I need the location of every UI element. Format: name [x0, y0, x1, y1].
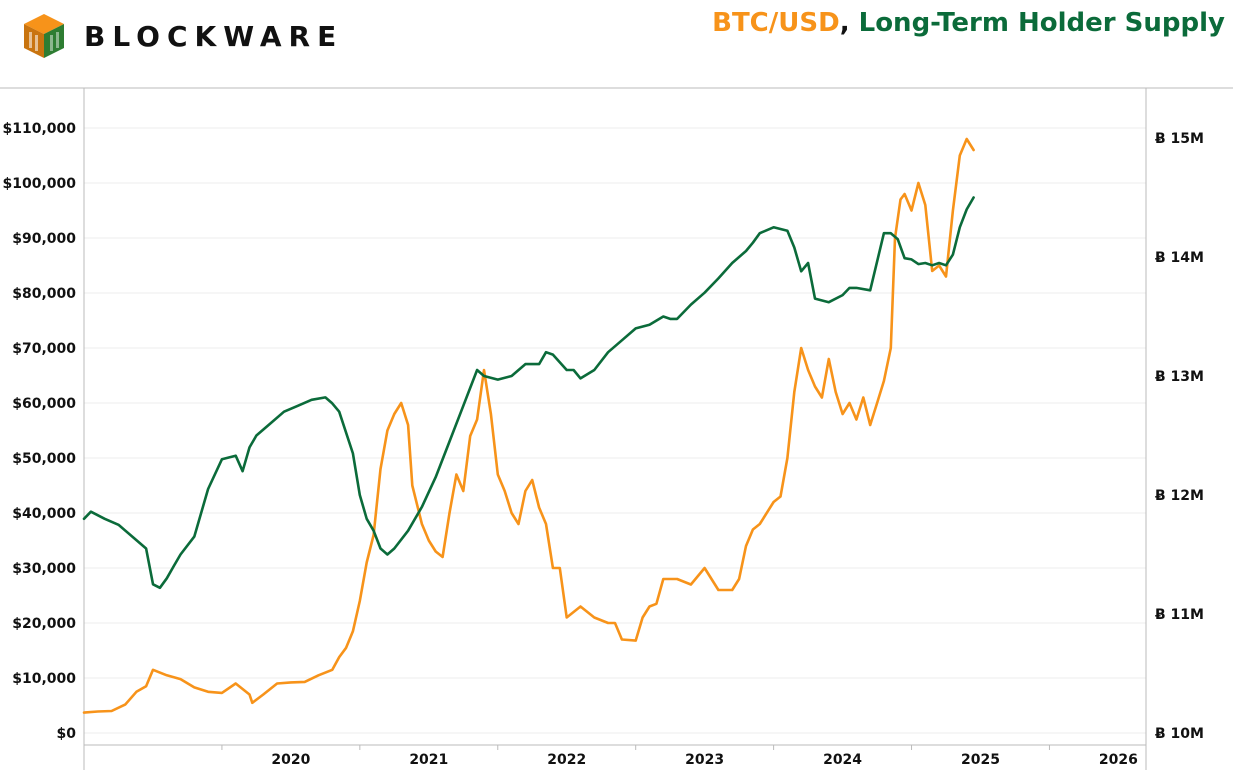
- x-tick-label: 2024: [823, 752, 862, 768]
- y-right-tick-label: Ƀ 12M: [1155, 488, 1204, 504]
- y-left-tick-label: $110,000: [2, 121, 76, 137]
- grid-lines: [84, 127, 1146, 734]
- y-left-tick-label: $10,000: [12, 671, 76, 687]
- x-tick-label: 2026: [1099, 752, 1138, 768]
- y-right-tick-label: Ƀ 13M: [1155, 369, 1204, 385]
- y-axis-left-ticks: $0 $10,000 $20,000 $30,000 $40,000 $50,000 $60…: [2, 121, 76, 742]
- y-left-tick-label: $20,000: [12, 616, 76, 632]
- title-lth: Long-Term Holder Supply: [858, 8, 1225, 38]
- y-right-tick-label: Ƀ 15M: [1155, 131, 1204, 147]
- chart-title: BTC/USD, Long-Term Holder Supply: [712, 8, 1225, 38]
- title-separator: ,: [839, 8, 859, 38]
- y-right-tick-label: Ƀ 14M: [1155, 250, 1204, 266]
- y-axis-right-ticks: Ƀ 10M Ƀ 11M Ƀ 12M Ƀ 13M Ƀ 14M Ƀ 15M: [1155, 131, 1204, 742]
- x-axis-ticks: 2020 2021 2022 2023 2024 2025 2026: [271, 752, 1138, 768]
- y-left-tick-label: $0: [57, 726, 77, 742]
- btc-usd-line: [82, 137, 975, 714]
- brand-logo: BLOCKWARE: [22, 12, 343, 60]
- lth-supply-line: [82, 196, 975, 590]
- y-left-tick-label: $50,000: [12, 451, 76, 467]
- y-left-tick-label: $30,000: [12, 561, 76, 577]
- y-left-tick-label: $80,000: [12, 286, 76, 302]
- x-tick-label: 2022: [547, 752, 586, 768]
- y-left-tick-label: $90,000: [12, 231, 76, 247]
- series-lines: [82, 137, 975, 714]
- x-tick-label: 2020: [271, 752, 310, 768]
- y-left-tick-label: $70,000: [12, 341, 76, 357]
- y-left-tick-label: $100,000: [2, 176, 76, 192]
- y-right-tick-label: Ƀ 11M: [1155, 607, 1204, 623]
- y-right-tick-label: Ƀ 10M: [1155, 726, 1204, 742]
- brand-name: BLOCKWARE: [84, 19, 344, 53]
- x-tick-label: 2021: [409, 752, 448, 768]
- y-left-tick-label: $40,000: [12, 506, 76, 522]
- axes: [0, 87, 1233, 770]
- blockware-logo-icon: [24, 14, 64, 58]
- y-left-tick-label: $60,000: [12, 396, 76, 412]
- x-tick-label: 2025: [961, 752, 1000, 768]
- x-tick-label: 2023: [685, 752, 724, 768]
- title-btc: BTC/USD: [712, 8, 840, 38]
